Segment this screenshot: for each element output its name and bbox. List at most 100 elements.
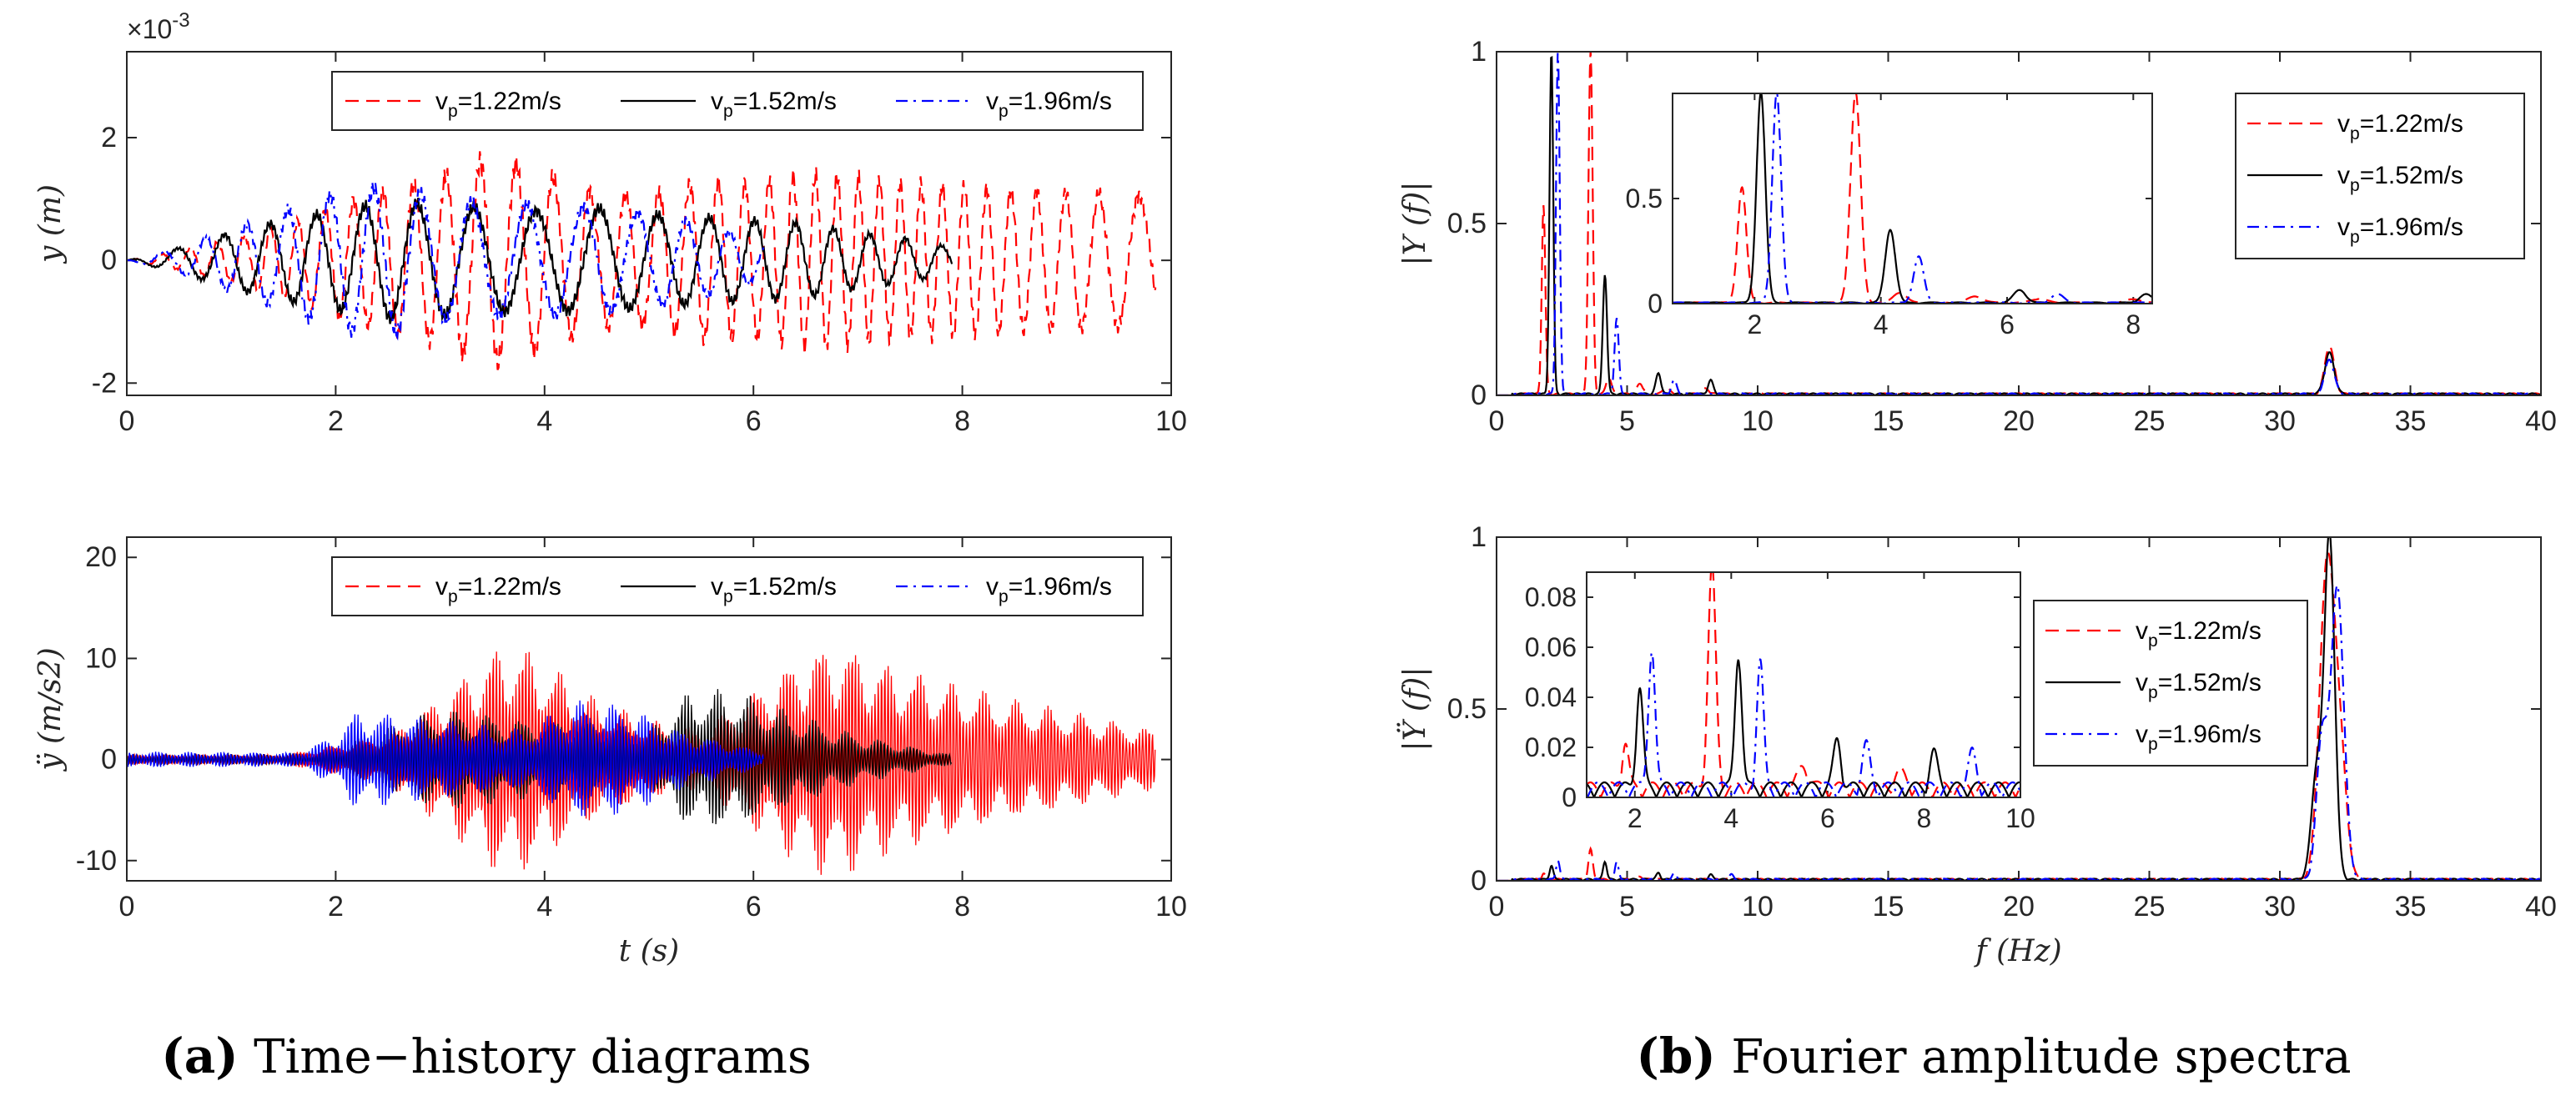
x-tick-label: 0 (119, 405, 135, 437)
x-tick-label: 2 (328, 405, 344, 437)
x-tick-label: 8 (954, 891, 970, 923)
x-tick-label: 8 (954, 405, 970, 437)
legend-entry: vp=1.22m/s (2337, 110, 2463, 143)
y-tick-label: 0.06 (1525, 632, 1577, 662)
series-line-3 (127, 700, 764, 817)
series-line-1 (127, 151, 1157, 370)
x-axis-label: f (Hz) (1973, 934, 2061, 968)
y-tick-label: 0.04 (1525, 682, 1577, 712)
y-tick-label: 0.5 (1447, 208, 1487, 239)
chart-spectrum-displacement: 0 5 10 15 20 25 30 35 40 0 0.5 1 |Y (f)| 2 4 6 8 0 0.5 vp=1… (1398, 36, 2557, 437)
y-tick-label: 0.5 (1447, 693, 1487, 725)
x-axis-label: t (s) (619, 934, 679, 968)
y-tick-label: 0.02 (1525, 732, 1577, 762)
y-tick-label: 0.5 (1626, 183, 1663, 214)
x-tick-label: 10 (1742, 405, 1774, 437)
y-tick-label: 0 (101, 244, 117, 276)
y-axis-label: ÿ (m/s2) (33, 647, 68, 772)
y-tick-label: 2 (101, 122, 117, 153)
plot-frame (1496, 51, 2542, 396)
y-tick-label: 1 (1471, 521, 1487, 553)
legend-entry: vp=1.52m/s (711, 573, 837, 606)
legend-entry: vp=1.52m/s (2136, 669, 2262, 702)
x-tick-label: 0 (1489, 891, 1505, 923)
x-tick-label: 8 (1917, 803, 1932, 833)
x-tick-label: 15 (1873, 405, 1904, 437)
x-tick-label: 6 (746, 405, 762, 437)
series-line-2 (1497, 55, 2541, 395)
plot-frame (126, 51, 1172, 396)
y-axis-label: |Y (f)| (1398, 182, 1432, 266)
caption-a-text: Time−history diagrams (254, 1030, 812, 1084)
series-line-3 (1587, 651, 2020, 797)
x-tick-label: 25 (2134, 891, 2166, 923)
x-tick-label: 6 (746, 891, 762, 923)
legend-entry: vp=1.22m/s (435, 88, 561, 121)
x-tick-label: 4 (1874, 309, 1889, 339)
legend-entry: vp=1.22m/s (2136, 617, 2262, 651)
x-tick-label: 35 (2395, 891, 2427, 923)
caption-b: (b) Fourier amplitude spectra (1636, 1028, 2351, 1084)
x-tick-label: 4 (536, 405, 552, 437)
y-tick-label: 0 (1562, 782, 1577, 812)
x-tick-label: 2 (1628, 803, 1643, 833)
x-tick-label: 35 (2395, 405, 2427, 437)
inset-zoom: 2 4 6 8 10 0 0.02 0.04 0.06 0.08 (1525, 571, 2035, 833)
y-tick-label: 10 (85, 642, 117, 674)
x-tick-label: 10 (1742, 891, 1774, 923)
series-line-2 (127, 689, 953, 825)
y-axis-label: y (m) (33, 184, 68, 264)
x-tick-label: 20 (2003, 891, 2035, 923)
x-tick-label: 2 (1747, 309, 1762, 339)
x-tick-label: 40 (2525, 891, 2557, 923)
chart-spectrum-acceleration: 0 5 10 15 20 25 30 35 40 0 0.5 1 |Ÿ (f)| f (Hz) 2 4 6 8 10… (1397, 521, 2557, 968)
series-line-2 (127, 197, 953, 324)
x-tick-label: 5 (1619, 405, 1635, 437)
legend-box (331, 71, 1144, 131)
y-tick-label: 0 (1471, 865, 1487, 897)
legend-entry: vp=1.96m/s (2136, 721, 2262, 754)
y-tick-label: 0 (101, 744, 117, 776)
legend-entry: vp=1.52m/s (2337, 162, 2463, 195)
series-line-3 (127, 181, 765, 341)
x-tick-label: 15 (1873, 891, 1904, 923)
x-tick-label: 10 (1155, 891, 1187, 923)
y-tick-label: 1 (1471, 36, 1487, 68)
caption-a-label: (a) (161, 1028, 238, 1084)
y-axis-label: |Ÿ (f)| (1397, 667, 1432, 752)
legend-entry: vp=1.22m/s (435, 573, 561, 606)
x-tick-label: 40 (2525, 405, 2557, 437)
x-tick-label: 30 (2264, 405, 2296, 437)
legend-entry: vp=1.96m/s (2337, 214, 2463, 247)
x-tick-label: 20 (2003, 405, 2035, 437)
y-tick-label: 0 (1471, 380, 1487, 411)
y-tick-label: -2 (92, 367, 117, 399)
series-line-1 (1587, 572, 2020, 797)
caption-a: (a) Time−history diagrams (161, 1028, 811, 1084)
inset-zoom: 2 4 6 8 0 0.5 (1626, 93, 2153, 339)
legend-entry: vp=1.96m/s (986, 573, 1112, 606)
y-tick-label: 20 (85, 541, 117, 573)
legend-entry: vp=1.52m/s (711, 88, 837, 121)
x-tick-label: 10 (2005, 803, 2035, 833)
caption-b-text: Fourier amplitude spectra (1731, 1030, 2351, 1084)
x-tick-label: 2 (328, 891, 344, 923)
legend-entry: vp=1.96m/s (986, 88, 1112, 121)
legend-box (331, 556, 1144, 616)
caption-b-label: (b) (1636, 1028, 1715, 1084)
plot-frame (126, 536, 1172, 882)
x-tick-label: 6 (1820, 803, 1835, 833)
x-tick-label: 4 (536, 891, 552, 923)
y-tick-label: -10 (76, 845, 117, 877)
y-tick-label: 0 (1648, 289, 1663, 319)
y-multiplier: ×10-3 (127, 9, 190, 44)
x-tick-label: 5 (1619, 891, 1635, 923)
y-tick-label: 0.08 (1525, 582, 1577, 612)
x-tick-label: 10 (1155, 405, 1187, 437)
plot-frame (1496, 536, 2542, 882)
x-tick-label: 8 (2126, 309, 2141, 339)
x-tick-label: 0 (119, 891, 135, 923)
